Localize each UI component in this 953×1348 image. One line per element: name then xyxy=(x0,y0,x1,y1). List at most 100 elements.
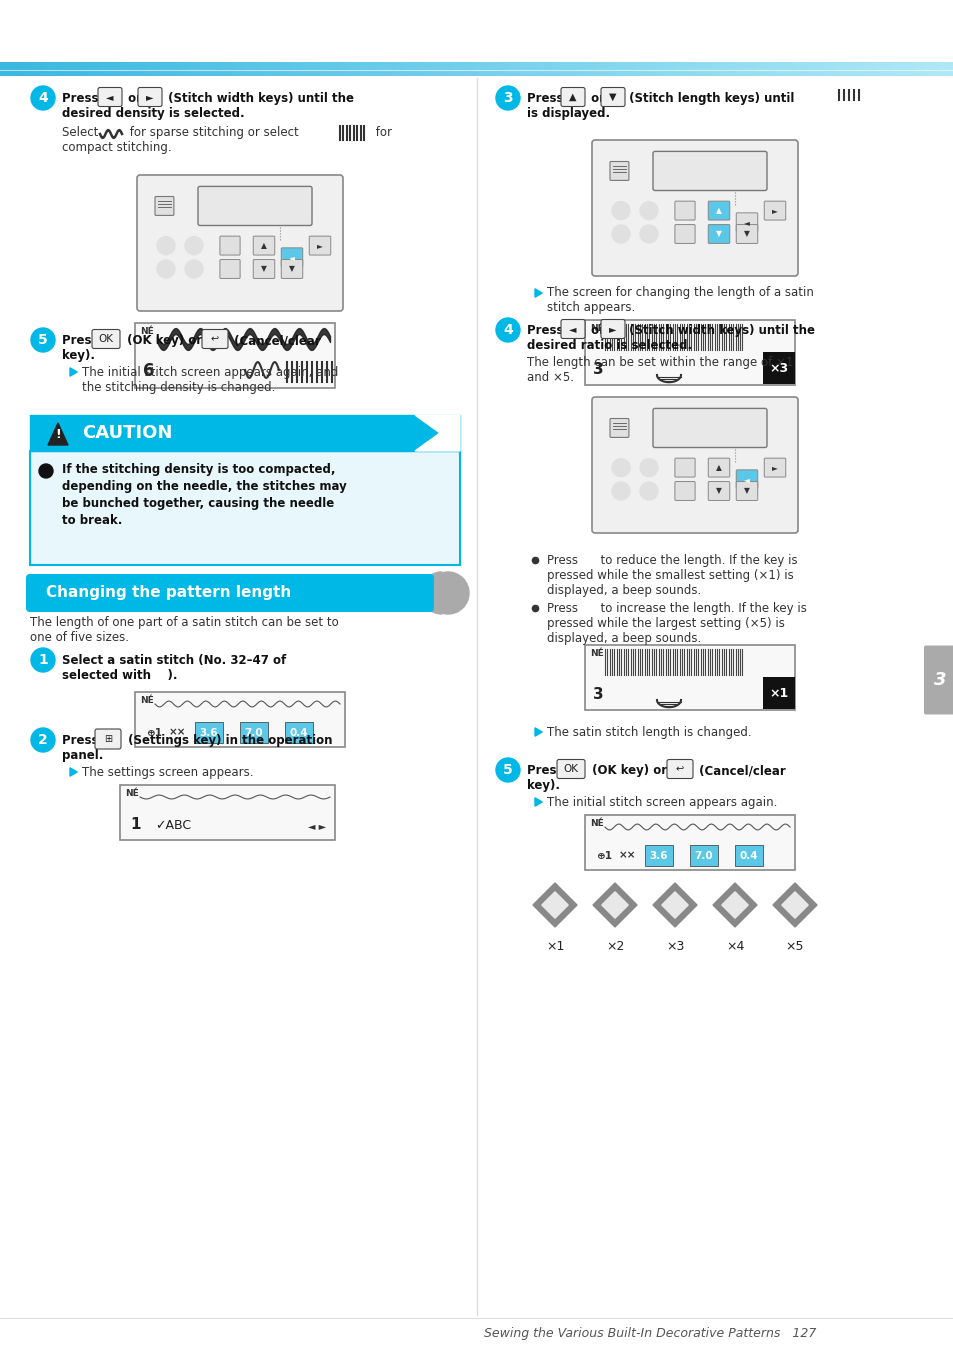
Bar xyxy=(65,62,67,75)
Text: key).: key). xyxy=(62,349,95,363)
Bar xyxy=(17,62,19,75)
Bar xyxy=(132,62,133,75)
Bar xyxy=(27,62,29,75)
Bar xyxy=(783,62,785,75)
Bar xyxy=(841,62,842,75)
Bar xyxy=(295,62,297,75)
Bar xyxy=(436,62,438,75)
Bar xyxy=(112,62,114,75)
Bar xyxy=(345,62,347,75)
Bar xyxy=(558,62,560,75)
Bar xyxy=(732,62,734,75)
Bar xyxy=(671,62,673,75)
Circle shape xyxy=(611,201,629,220)
Bar xyxy=(806,62,808,75)
Bar xyxy=(543,62,545,75)
Circle shape xyxy=(185,260,203,278)
Bar xyxy=(334,62,335,75)
Bar xyxy=(675,62,677,75)
Bar xyxy=(789,62,791,75)
Bar xyxy=(930,62,932,75)
Text: 3: 3 xyxy=(593,363,603,377)
Bar xyxy=(537,62,539,75)
Bar xyxy=(755,62,757,75)
Text: 3.6: 3.6 xyxy=(649,851,667,861)
Bar xyxy=(259,62,261,75)
Bar xyxy=(475,62,476,75)
Bar xyxy=(444,62,446,75)
Bar xyxy=(684,62,686,75)
Bar xyxy=(480,62,482,75)
Polygon shape xyxy=(772,883,816,927)
Text: or: or xyxy=(586,92,608,105)
Bar xyxy=(679,62,680,75)
Bar xyxy=(894,62,896,75)
Text: NÉ: NÉ xyxy=(589,648,603,658)
Bar xyxy=(669,62,671,75)
FancyBboxPatch shape xyxy=(91,329,120,349)
Text: ◄ ►: ◄ ► xyxy=(308,822,326,832)
Text: 0.4: 0.4 xyxy=(739,851,758,861)
Bar xyxy=(598,62,600,75)
Bar xyxy=(631,62,633,75)
Bar xyxy=(263,62,265,75)
Text: ▼: ▼ xyxy=(716,229,721,239)
Bar xyxy=(507,62,509,75)
Bar xyxy=(751,62,753,75)
Bar xyxy=(530,62,532,75)
Bar xyxy=(337,62,339,75)
Bar xyxy=(351,62,353,75)
Bar xyxy=(715,62,717,75)
Bar xyxy=(133,62,135,75)
Bar xyxy=(852,62,854,75)
Bar xyxy=(760,62,762,75)
Bar xyxy=(67,62,69,75)
Bar xyxy=(141,62,143,75)
Text: one of five sizes.: one of five sizes. xyxy=(30,631,129,644)
Circle shape xyxy=(639,225,658,243)
Bar xyxy=(213,62,215,75)
Bar xyxy=(193,62,194,75)
Bar xyxy=(0,62,2,75)
Text: ×1: ×1 xyxy=(768,687,788,700)
Bar xyxy=(682,62,684,75)
Bar xyxy=(202,62,204,75)
Bar xyxy=(292,62,294,75)
Bar xyxy=(414,62,416,75)
Bar xyxy=(566,62,568,75)
Bar xyxy=(360,62,362,75)
Bar xyxy=(34,62,36,75)
Bar xyxy=(465,62,467,75)
Bar xyxy=(505,62,507,75)
Bar xyxy=(898,62,900,75)
Text: ⊞: ⊞ xyxy=(104,735,112,744)
Bar xyxy=(484,62,486,75)
Bar xyxy=(395,62,396,75)
Bar xyxy=(947,62,949,75)
Bar xyxy=(46,62,48,75)
Bar xyxy=(595,62,597,75)
Bar xyxy=(440,62,442,75)
Bar xyxy=(19,62,21,75)
Bar xyxy=(680,62,682,75)
Bar xyxy=(644,845,672,867)
Bar xyxy=(248,62,250,75)
Bar xyxy=(377,62,379,75)
Bar xyxy=(726,62,728,75)
Bar xyxy=(210,62,212,75)
Bar xyxy=(101,62,103,75)
Bar xyxy=(170,62,172,75)
Bar xyxy=(183,62,185,75)
Bar xyxy=(665,62,667,75)
Bar xyxy=(551,62,553,75)
Bar xyxy=(734,845,762,867)
Circle shape xyxy=(639,458,658,477)
Bar xyxy=(642,62,644,75)
Bar xyxy=(694,62,696,75)
Bar xyxy=(15,62,17,75)
Text: Press: Press xyxy=(62,92,103,105)
Bar xyxy=(528,62,530,75)
Bar xyxy=(700,62,701,75)
Bar xyxy=(923,62,924,75)
Wedge shape xyxy=(420,572,441,613)
